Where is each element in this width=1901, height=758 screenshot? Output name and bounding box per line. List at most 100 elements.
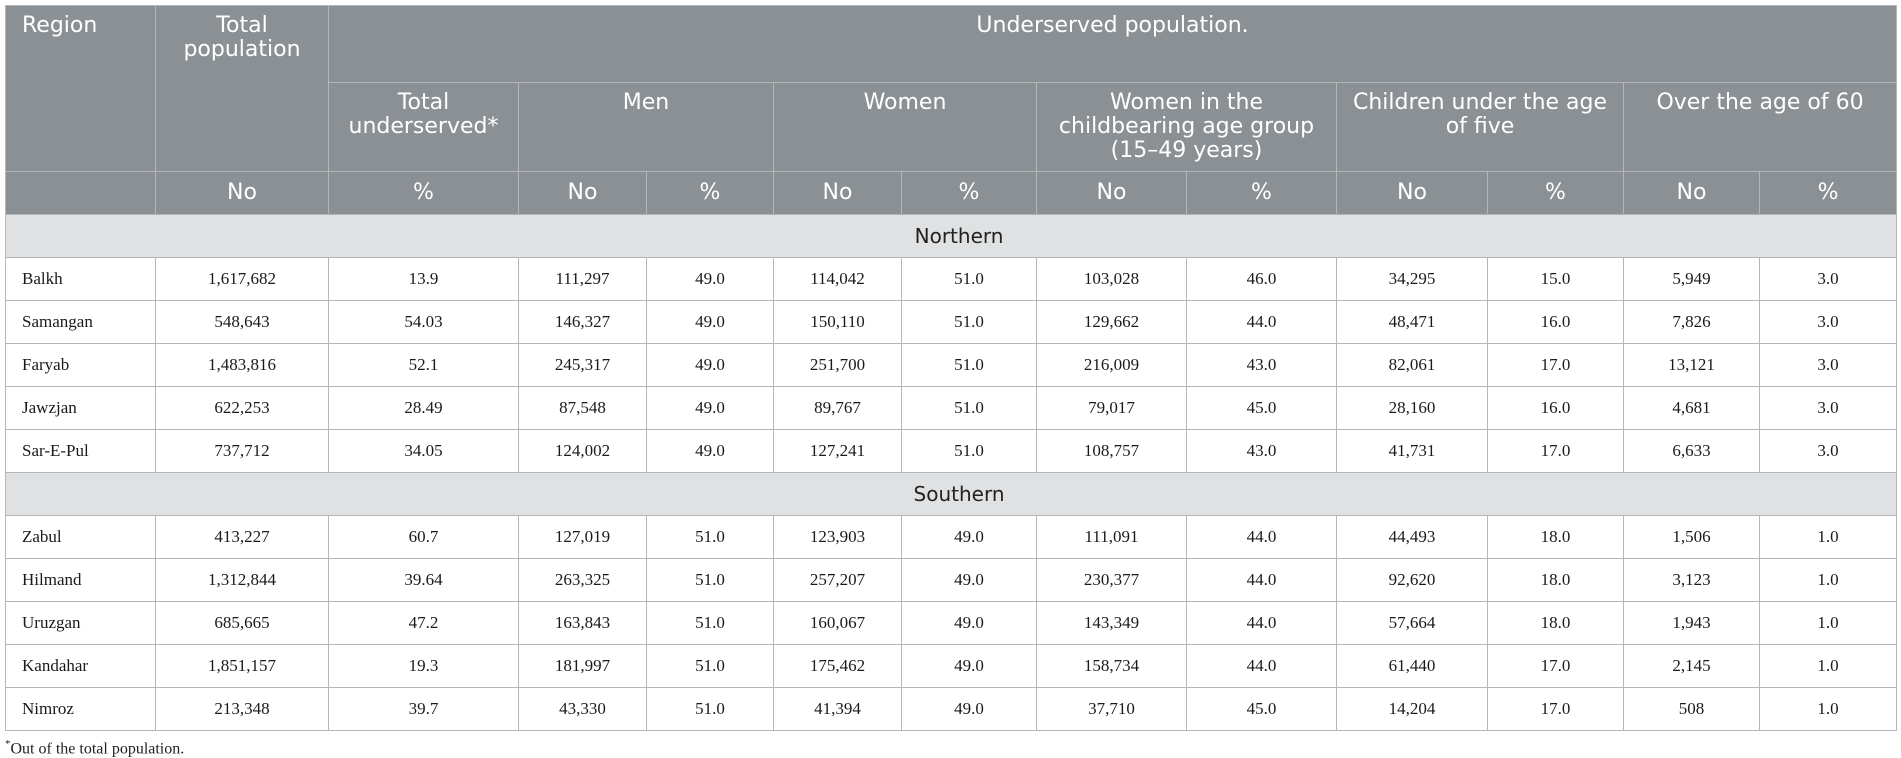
table-cell: 44.0 bbox=[1186, 515, 1337, 559]
region-name-cell: Hilmand bbox=[5, 558, 156, 602]
table-cell: 17.0 bbox=[1487, 343, 1624, 387]
table-cell: 3.0 bbox=[1758, 429, 1898, 473]
table-cell: 34,295 bbox=[1336, 257, 1488, 301]
table-cell: 82,061 bbox=[1336, 343, 1488, 387]
header-total-underserved: Total underserved* bbox=[328, 82, 519, 172]
table-cell: 49.0 bbox=[901, 687, 1037, 731]
table-cell: 127,019 bbox=[518, 515, 647, 559]
table-cell: 213,348 bbox=[155, 687, 329, 731]
table-cell: 51.0 bbox=[901, 300, 1037, 344]
header-unit-no: No bbox=[773, 171, 902, 215]
table-cell: 5,949 bbox=[1623, 257, 1760, 301]
region-name-cell: Zabul bbox=[5, 515, 156, 559]
table-cell: 16.0 bbox=[1487, 300, 1624, 344]
table-cell: 124,002 bbox=[518, 429, 647, 473]
table-cell: 52.1 bbox=[328, 343, 519, 387]
table-cell: 37,710 bbox=[1036, 687, 1187, 731]
table-row: Uruzgan 685,665 47.2 163,843 51.0 160,067 49.0… bbox=[5, 601, 1898, 645]
table-cell: 51.0 bbox=[646, 644, 774, 688]
header-men: Men bbox=[518, 82, 774, 172]
table-cell: 51.0 bbox=[901, 429, 1037, 473]
table-cell: 87,548 bbox=[518, 386, 647, 430]
table-cell: 548,643 bbox=[155, 300, 329, 344]
table-cell: 6,633 bbox=[1623, 429, 1760, 473]
header-unit-no: No bbox=[1336, 171, 1488, 215]
table-cell: 44.0 bbox=[1186, 601, 1337, 645]
table-cell: 47.2 bbox=[328, 601, 519, 645]
header-unit-no: No bbox=[1036, 171, 1187, 215]
table-footnote: *Out of the total population. bbox=[5, 738, 184, 758]
table-cell: 103,028 bbox=[1036, 257, 1187, 301]
table-cell: 45.0 bbox=[1186, 687, 1337, 731]
region-name-cell: Uruzgan bbox=[5, 601, 156, 645]
header-unit-pct: % bbox=[1487, 171, 1624, 215]
region-name-cell: Faryab bbox=[5, 343, 156, 387]
region-name-cell: Nimroz bbox=[5, 687, 156, 731]
table-cell: 49.0 bbox=[901, 515, 1037, 559]
table-cell: 2,145 bbox=[1623, 644, 1760, 688]
table-cell: 127,241 bbox=[773, 429, 902, 473]
table-row: Faryab 1,483,816 52.1 245,317 49.0 251,700 51.… bbox=[5, 343, 1898, 387]
region-name-cell: Kandahar bbox=[5, 644, 156, 688]
header-unit-pct: % bbox=[1758, 171, 1898, 215]
table-cell: 1,851,157 bbox=[155, 644, 329, 688]
table-cell: 39.7 bbox=[328, 687, 519, 731]
table-cell: 49.0 bbox=[901, 558, 1037, 602]
underserved-population-table: Region Total population Underserved popu… bbox=[4, 5, 1898, 731]
region-name-cell: Samangan bbox=[5, 300, 156, 344]
table-cell: 39.64 bbox=[328, 558, 519, 602]
region-name-cell: Sar-E-Pul bbox=[5, 429, 156, 473]
table-cell: 18.0 bbox=[1487, 515, 1624, 559]
table-row: Hilmand 1,312,844 39.64 263,325 51.0 257,207 4… bbox=[5, 558, 1898, 602]
table-cell: 49.0 bbox=[646, 429, 774, 473]
table-cell: 18.0 bbox=[1487, 558, 1624, 602]
table-cell: 28.49 bbox=[328, 386, 519, 430]
table-cell: 16.0 bbox=[1487, 386, 1624, 430]
table-cell: 51.0 bbox=[901, 386, 1037, 430]
table-cell: 622,253 bbox=[155, 386, 329, 430]
table-cell: 3.0 bbox=[1758, 257, 1898, 301]
table-cell: 57,664 bbox=[1336, 601, 1488, 645]
table-cell: 43,330 bbox=[518, 687, 647, 731]
table-cell: 13,121 bbox=[1623, 343, 1760, 387]
header-unit-no: No bbox=[518, 171, 647, 215]
table-cell: 48,471 bbox=[1336, 300, 1488, 344]
region-name-cell: Jawzjan bbox=[5, 386, 156, 430]
section-label: Southern bbox=[4, 472, 1898, 516]
table-cell: 257,207 bbox=[773, 558, 902, 602]
table-cell: 158,734 bbox=[1036, 644, 1187, 688]
table-cell: 28,160 bbox=[1336, 386, 1488, 430]
table-cell: 737,712 bbox=[155, 429, 329, 473]
header-unit-pct: % bbox=[328, 171, 519, 215]
table-cell: 61,440 bbox=[1336, 644, 1488, 688]
header-unit-pct: % bbox=[646, 171, 774, 215]
table-cell: 60.7 bbox=[328, 515, 519, 559]
table-cell: 175,462 bbox=[773, 644, 902, 688]
table-cell: 181,997 bbox=[518, 644, 647, 688]
table-cell: 51.0 bbox=[901, 257, 1037, 301]
table-cell: 34.05 bbox=[328, 429, 519, 473]
table-cell: 13.9 bbox=[328, 257, 519, 301]
table-cell: 49.0 bbox=[646, 300, 774, 344]
table-cell: 49.0 bbox=[901, 644, 1037, 688]
table-cell: 15.0 bbox=[1487, 257, 1624, 301]
table-cell: 3.0 bbox=[1758, 300, 1898, 344]
header-underserved-population: Underserved population. bbox=[327, 5, 1898, 83]
table-cell: 263,325 bbox=[518, 558, 647, 602]
table-cell: 111,091 bbox=[1036, 515, 1187, 559]
table-cell: 17.0 bbox=[1487, 687, 1624, 731]
table-cell: 79,017 bbox=[1036, 386, 1187, 430]
table-row: Zabul 413,227 60.7 127,019 51.0 123,903 49.0 11… bbox=[5, 515, 1898, 559]
table-cell: 129,662 bbox=[1036, 300, 1187, 344]
table-cell: 51.0 bbox=[646, 515, 774, 559]
table-cell: 143,349 bbox=[1036, 601, 1187, 645]
table-cell: 1.0 bbox=[1758, 644, 1898, 688]
header-children-under-five: Children under the age of five bbox=[1336, 82, 1624, 172]
table-cell: 1.0 bbox=[1758, 687, 1898, 731]
table-cell: 49.0 bbox=[901, 601, 1037, 645]
table-cell: 413,227 bbox=[155, 515, 329, 559]
table-cell: 146,327 bbox=[518, 300, 647, 344]
table-cell: 123,903 bbox=[773, 515, 902, 559]
header-unit-no: No bbox=[1623, 171, 1760, 215]
table-cell: 17.0 bbox=[1487, 429, 1624, 473]
